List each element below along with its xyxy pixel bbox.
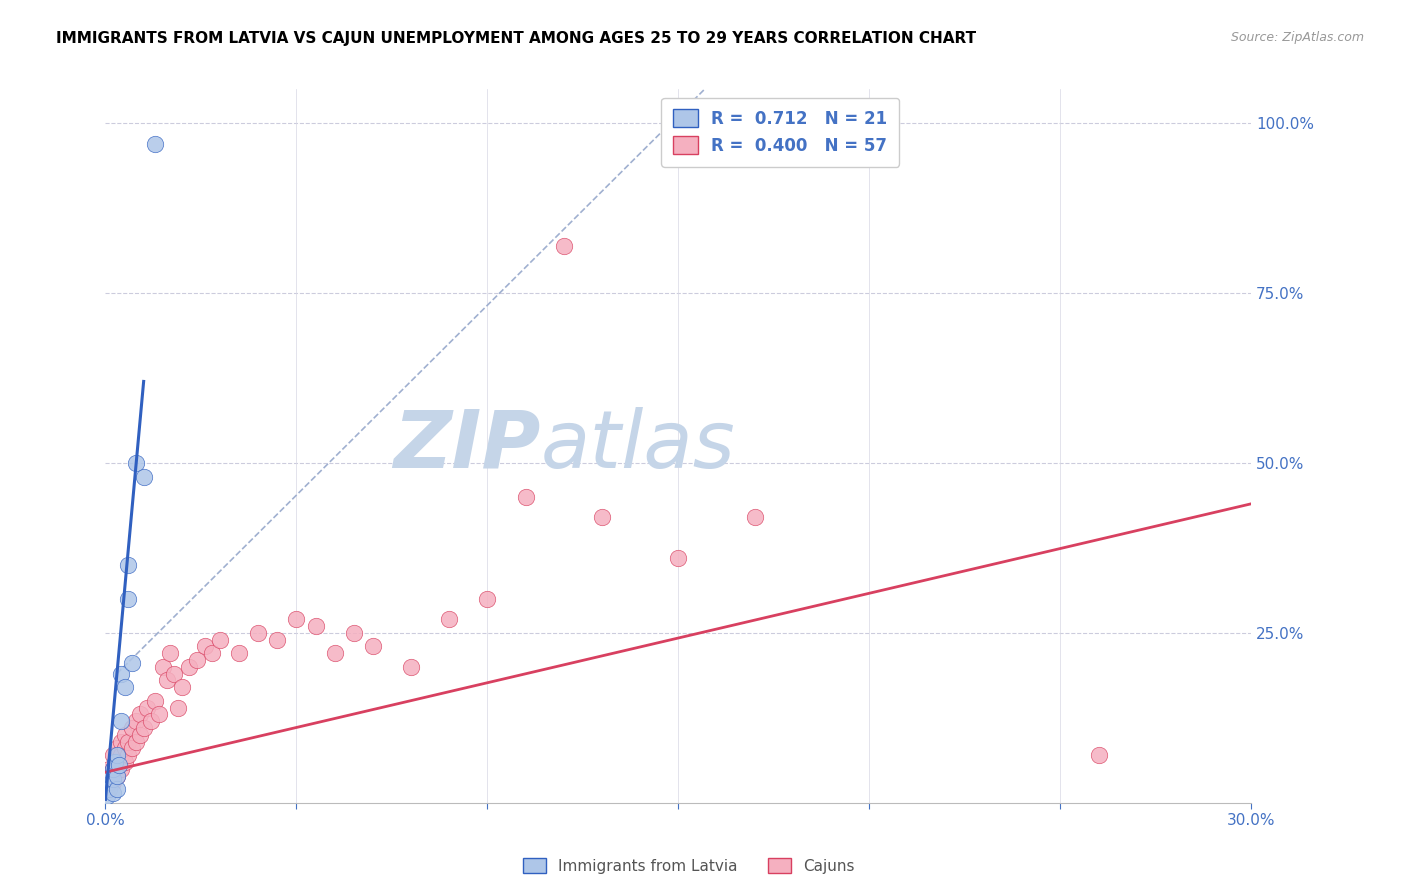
Point — [132, 469, 155, 483]
Point — [128, 728, 150, 742]
Point — [247, 626, 270, 640]
Point — [136, 700, 159, 714]
Text: Source: ZipAtlas.com: Source: ZipAtlas.com — [1230, 31, 1364, 45]
Point — [117, 591, 139, 606]
Point — [105, 769, 128, 783]
Point — [117, 748, 139, 763]
Point — [201, 646, 224, 660]
Point — [152, 660, 174, 674]
Point — [128, 707, 150, 722]
Point — [591, 510, 613, 524]
Point — [266, 632, 288, 647]
Point — [209, 632, 232, 647]
Point — [194, 640, 217, 654]
Point — [114, 728, 136, 742]
Point — [1087, 748, 1109, 763]
Text: ZIP: ZIP — [394, 407, 541, 485]
Point — [553, 238, 575, 252]
Point — [101, 762, 124, 776]
Point — [114, 755, 136, 769]
Point — [110, 748, 132, 763]
Point — [98, 775, 121, 789]
Point — [98, 762, 121, 776]
Point — [98, 782, 121, 797]
Point — [121, 741, 143, 756]
Point — [117, 734, 139, 748]
Point — [143, 136, 166, 151]
Point — [101, 775, 124, 789]
Point — [104, 755, 127, 769]
Point — [105, 769, 128, 783]
Point — [114, 741, 136, 756]
Point — [361, 640, 384, 654]
Point — [110, 714, 132, 729]
Point — [117, 558, 139, 572]
Point — [105, 748, 128, 763]
Point — [105, 782, 128, 797]
Point — [515, 490, 537, 504]
Point — [323, 646, 346, 660]
Legend: R =  0.712   N = 21, R =  0.400   N = 57: R = 0.712 N = 21, R = 0.400 N = 57 — [661, 97, 900, 167]
Point — [285, 612, 308, 626]
Point — [304, 619, 326, 633]
Point — [125, 456, 148, 470]
Point — [159, 646, 181, 660]
Point — [110, 734, 132, 748]
Point — [101, 748, 124, 763]
Point — [132, 721, 155, 735]
Point — [98, 775, 121, 789]
Point — [343, 626, 366, 640]
Point — [121, 721, 143, 735]
Point — [439, 612, 461, 626]
Point — [666, 551, 689, 566]
Legend: Immigrants from Latvia, Cajuns: Immigrants from Latvia, Cajuns — [517, 852, 860, 880]
Point — [101, 772, 124, 786]
Point — [108, 758, 131, 772]
Point — [399, 660, 422, 674]
Point — [141, 714, 163, 729]
Point — [101, 786, 124, 800]
Point — [100, 769, 122, 783]
Text: atlas: atlas — [541, 407, 735, 485]
Point — [101, 762, 124, 776]
Point — [114, 680, 136, 694]
Point — [186, 653, 208, 667]
Point — [170, 680, 193, 694]
Point — [121, 657, 143, 671]
Point — [148, 707, 170, 722]
Point — [228, 646, 250, 660]
Point — [100, 769, 122, 783]
Point — [179, 660, 201, 674]
Text: IMMIGRANTS FROM LATVIA VS CAJUN UNEMPLOYMENT AMONG AGES 25 TO 29 YEARS CORRELATI: IMMIGRANTS FROM LATVIA VS CAJUN UNEMPLOY… — [56, 31, 976, 46]
Point — [163, 666, 186, 681]
Point — [744, 510, 766, 524]
Point — [96, 789, 118, 803]
Point — [110, 762, 132, 776]
Point — [477, 591, 499, 606]
Point — [167, 700, 190, 714]
Point — [105, 755, 128, 769]
Point — [143, 694, 166, 708]
Point — [96, 782, 118, 797]
Point — [125, 734, 148, 748]
Point — [110, 666, 132, 681]
Point — [125, 714, 148, 729]
Point — [155, 673, 177, 688]
Point — [105, 741, 128, 756]
